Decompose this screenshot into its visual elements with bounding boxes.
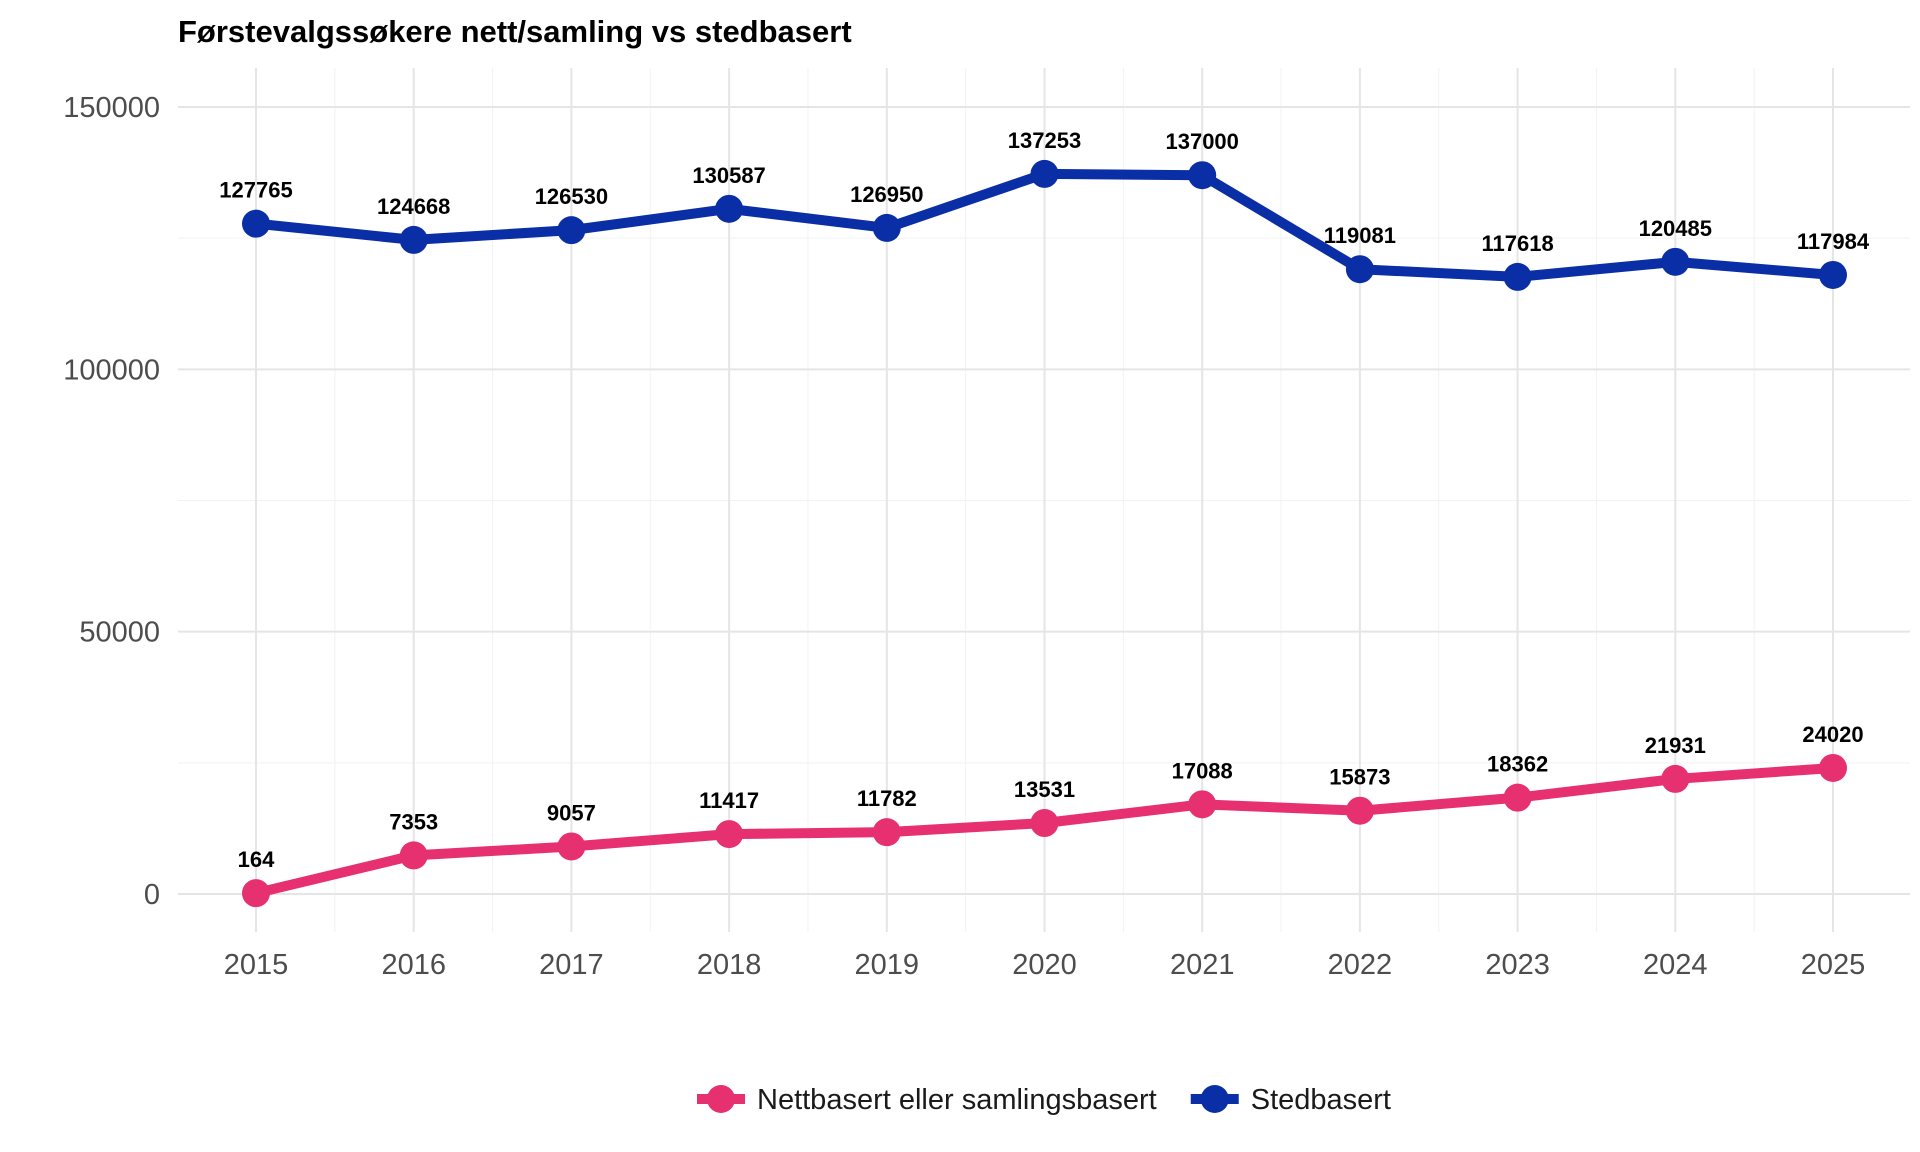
x-tick-label: 2025 <box>1801 949 1866 981</box>
data-point <box>1503 262 1532 291</box>
data-point <box>1503 783 1532 812</box>
data-label: 21931 <box>1645 733 1706 758</box>
data-label: 9057 <box>547 800 596 825</box>
data-label: 117618 <box>1481 231 1553 256</box>
x-tick-label: 2024 <box>1643 949 1708 981</box>
data-point <box>1188 790 1217 819</box>
x-tick-label: 2021 <box>1170 949 1235 981</box>
x-tick-label: 2020 <box>1012 949 1077 981</box>
data-label: 124668 <box>377 194 450 219</box>
data-point <box>557 216 586 245</box>
data-labels: 164 7353 9057 11417 11782 13531 17088 15873 1836… <box>219 128 1870 872</box>
data-label: 7353 <box>389 809 438 834</box>
y-axis-tick-labels: 0 50000 100000 150000 <box>63 92 160 911</box>
gridlines <box>178 68 1910 932</box>
data-point <box>1188 161 1217 190</box>
data-label: 126530 <box>535 184 608 209</box>
data-point <box>557 832 586 861</box>
x-tick-label: 2017 <box>539 949 604 981</box>
data-point <box>1030 809 1059 838</box>
data-point <box>399 225 428 254</box>
data-label: 17088 <box>1172 758 1233 783</box>
data-label: 13531 <box>1014 777 1075 802</box>
data-label: 11782 <box>857 786 917 811</box>
y-tick-label: 50000 <box>79 617 160 649</box>
series-points <box>242 159 1847 908</box>
legend-key-point <box>1200 1085 1229 1113</box>
x-tick-label: 2018 <box>697 949 762 981</box>
data-label: 137253 <box>1008 128 1081 153</box>
data-point <box>1030 159 1059 188</box>
data-label: 119081 <box>1324 223 1396 248</box>
data-point <box>242 209 270 238</box>
x-tick-label: 2022 <box>1328 949 1393 981</box>
y-tick-label: 0 <box>144 879 160 911</box>
data-label: 11417 <box>699 788 759 813</box>
data-label: 137000 <box>1165 129 1238 154</box>
data-label: 120485 <box>1639 216 1712 241</box>
legend-label: Stedbasert <box>1251 1084 1391 1116</box>
y-tick-label: 100000 <box>63 354 160 386</box>
data-label: 164 <box>238 847 275 872</box>
data-point <box>1661 247 1690 276</box>
data-label: 126950 <box>850 182 923 207</box>
data-point <box>242 879 270 908</box>
x-tick-label: 2019 <box>855 949 920 981</box>
legend: Nettbasert eller samlingsbasert Stedbaser… <box>697 1084 1391 1116</box>
x-tick-label: 2015 <box>224 949 289 981</box>
data-point <box>1819 753 1847 782</box>
data-point <box>872 213 901 242</box>
x-tick-label: 2016 <box>381 949 446 981</box>
data-point <box>715 194 744 223</box>
legend-key-point <box>707 1085 735 1113</box>
data-point <box>399 841 428 870</box>
data-point <box>872 818 901 847</box>
data-label: 24020 <box>1802 722 1863 747</box>
data-label: 117984 <box>1797 229 1870 254</box>
data-point <box>715 820 744 849</box>
data-point <box>1661 764 1690 793</box>
legend-item: Stedbasert <box>1190 1084 1391 1116</box>
data-label: 130587 <box>692 163 765 188</box>
data-label: 127765 <box>219 178 292 203</box>
data-label: 15873 <box>1329 765 1390 790</box>
data-point <box>1345 796 1374 825</box>
chart-title: Førstevalgssøkere nett/samling vs stedba… <box>178 14 852 49</box>
legend-label: Nettbasert eller samlingsbasert <box>757 1084 1157 1116</box>
data-point <box>1819 260 1847 289</box>
legend-item: Nettbasert eller samlingsbasert <box>697 1084 1157 1116</box>
data-point <box>1345 255 1374 284</box>
x-axis-tick-labels: 2015 2016 2017 2018 2019 2020 2021 2022 2023 2024… <box>224 949 1866 981</box>
data-label: 18362 <box>1487 752 1548 777</box>
y-tick-label: 150000 <box>63 92 160 124</box>
x-tick-label: 2023 <box>1485 949 1550 981</box>
